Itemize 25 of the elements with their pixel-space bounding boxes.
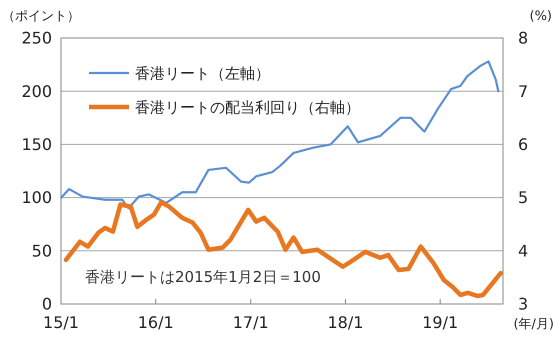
y-tick-label: 200 bbox=[21, 82, 52, 101]
legend-label: 香港リートの配当利回り（右軸） bbox=[135, 98, 360, 116]
y2-tick-label: 6 bbox=[518, 135, 528, 154]
x-axis-title: (年/月) bbox=[513, 317, 554, 332]
legend-label: 香港リート（左軸） bbox=[135, 64, 270, 82]
y2-axis-title: (%) bbox=[530, 9, 552, 24]
y2-tick-label: 8 bbox=[518, 28, 528, 48]
x-tick-label: 16/1 bbox=[138, 313, 174, 332]
x-tick-label: 17/1 bbox=[232, 313, 269, 332]
y-tick-label: 150 bbox=[21, 135, 52, 154]
y-tick-label: 250 bbox=[21, 28, 52, 48]
x-tick-label: 15/1 bbox=[43, 313, 79, 332]
y-tick-label: 50 bbox=[32, 241, 52, 260]
line-series bbox=[64, 200, 503, 298]
annotation: 香港リートは2015年1月2日＝100 bbox=[85, 268, 321, 286]
y2-tick-label: 3 bbox=[518, 294, 528, 314]
y-axis-title: （ポイント） bbox=[2, 9, 80, 24]
y2-tick-label: 4 bbox=[518, 241, 528, 260]
y2-tick-label: 7 bbox=[518, 82, 528, 101]
line-series bbox=[60, 60, 500, 210]
y-tick-label: 0 bbox=[42, 294, 52, 314]
x-tick-label: 18/1 bbox=[327, 313, 364, 332]
x-tick-label: 19/1 bbox=[422, 313, 458, 332]
y2-tick-label: 5 bbox=[518, 188, 528, 208]
y-tick-label: 100 bbox=[21, 188, 52, 208]
